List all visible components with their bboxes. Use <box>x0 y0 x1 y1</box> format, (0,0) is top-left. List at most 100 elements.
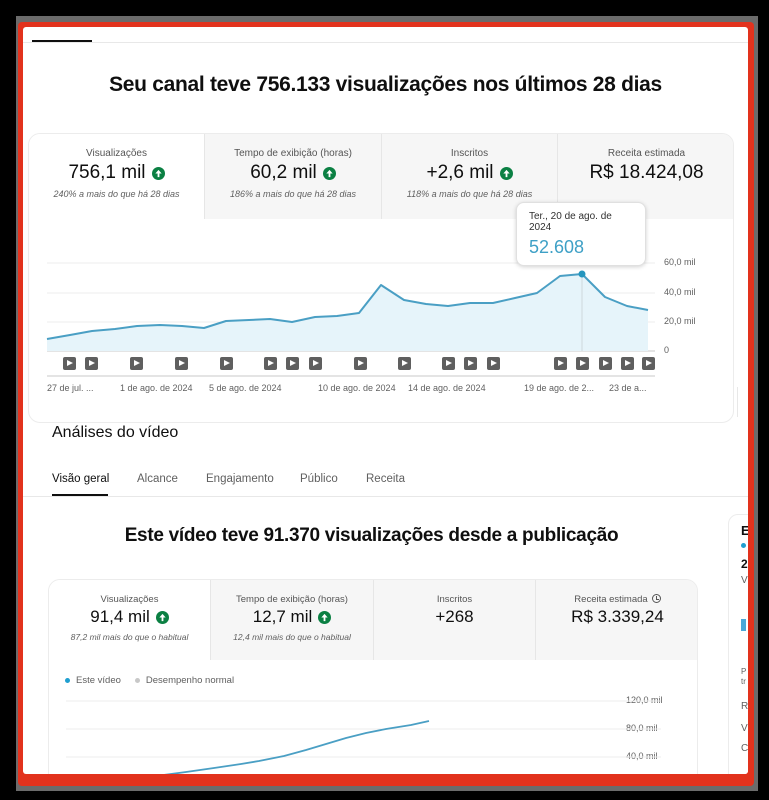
y-tick-40k: 40,0 mil <box>626 751 658 761</box>
tab-revenue[interactable]: Receita <box>366 473 405 485</box>
video-analytics-title: Análises do vídeo <box>52 424 179 441</box>
video-marker-play-icon[interactable] <box>63 357 76 370</box>
legend-dot-icon <box>134 678 140 683</box>
y-tick-20k: 20,0 mil <box>664 316 696 326</box>
side-card-title: E <box>741 523 748 538</box>
x-tick: 14 de ago. de 2024 <box>408 383 486 393</box>
metric-comparison: 12,4 mil mais do que o habitual <box>233 632 351 642</box>
video-marker-play-icon[interactable] <box>286 357 299 370</box>
x-tick: 5 de ago. de 2024 <box>209 383 282 393</box>
trend-up-icon <box>322 166 336 180</box>
video-marker-play-icon[interactable] <box>130 357 143 370</box>
y-tick-80k: 80,0 mil <box>626 723 658 733</box>
legend-item-typical-performance[interactable]: Desempenho normal <box>134 675 235 686</box>
metric-tab-watch-time[interactable]: Tempo de exibição (horas) 60,2 mil 186% … <box>205 134 382 219</box>
x-tick: 19 de ago. de 2... <box>524 383 595 393</box>
side-card-text: C <box>741 743 748 754</box>
video-marker-play-icon[interactable] <box>398 357 411 370</box>
video-marker-play-icon[interactable] <box>599 357 612 370</box>
y-tick-0: 0 <box>664 345 670 355</box>
metric-label: Inscritos <box>450 148 489 159</box>
tooltip-value: 52.608 <box>529 237 585 257</box>
side-legend-dot-icon <box>741 543 746 548</box>
video-marker-play-icon[interactable] <box>487 357 500 370</box>
legend-dot-icon <box>65 678 70 683</box>
chart-tooltip: Ter., 20 de ago. de 2024 52.608 <box>516 202 646 266</box>
active-tab-indicator <box>52 494 108 496</box>
video-marker-play-icon[interactable] <box>220 357 233 370</box>
channel-views-chart[interactable] <box>23 27 748 774</box>
metric-label: Tempo de exibição (horas) <box>234 148 352 159</box>
video-marker-play-icon[interactable] <box>576 357 589 370</box>
metric-value: 60,2 mil <box>250 162 317 183</box>
tabs-divider <box>23 496 748 497</box>
legend-label: Desempenho normal <box>145 675 235 686</box>
video-marker-play-icon[interactable] <box>442 357 455 370</box>
metric-comparison: 240% a mais do que há 28 dias <box>53 189 180 199</box>
metric-label: Receita estimada <box>607 148 686 159</box>
x-tick: 23 de a... <box>609 383 647 393</box>
side-card-text: V <box>741 723 748 734</box>
tab-overview[interactable]: Visão geral <box>52 473 110 485</box>
chart-legend: Este vídeo Desempenho normal <box>65 675 234 686</box>
metric-value: +2,6 mil <box>426 162 494 183</box>
tab-audience[interactable]: Público <box>300 473 338 485</box>
metric-label: Tempo de exibição (horas) <box>236 594 348 605</box>
y-tick-60k: 60,0 mil <box>664 257 696 267</box>
this-video-line <box>164 720 430 774</box>
trend-up-icon <box>499 166 513 180</box>
trend-up-icon <box>151 166 165 180</box>
metric-label: Receita estimada <box>574 594 648 605</box>
legend-item-this-video[interactable]: Este vídeo <box>65 675 121 686</box>
tab-engagement[interactable]: Engajamento <box>206 473 274 485</box>
metric-value: 91,4 mil <box>90 607 150 626</box>
side-card-bar <box>741 619 746 631</box>
video-marker-play-icon[interactable] <box>175 357 188 370</box>
side-card-partial: E 2 V P tr R V C <box>728 514 748 774</box>
legend-label: Este vídeo <box>76 675 121 686</box>
video-metric-tab-subscribers[interactable]: Inscritos +268 <box>374 580 536 660</box>
y-tick-120k: 120,0 mil <box>626 695 663 705</box>
video-metric-tab-revenue[interactable]: Receita estimada R$ 3.339,24 <box>536 580 697 660</box>
video-marker-play-icon[interactable] <box>642 357 655 370</box>
video-marker-play-icon[interactable] <box>621 357 634 370</box>
metric-value: 12,7 mil <box>252 607 313 626</box>
metric-label: Inscritos <box>436 594 473 605</box>
video-marker-play-icon[interactable] <box>85 357 98 370</box>
video-overview-card: Visualizações 91,4 mil 87,2 mil mais do … <box>48 579 698 774</box>
metric-tab-views[interactable]: Visualizações 756,1 mil 240% a mais do q… <box>29 134 205 219</box>
chart-line <box>46 273 649 340</box>
metric-tab-revenue[interactable]: Receita estimada R$ 18.424,08 <box>558 134 733 219</box>
hover-marker <box>578 270 586 278</box>
trend-up-icon <box>318 610 332 624</box>
video-headline: Este vídeo teve 91.370 visualizações des… <box>124 525 619 546</box>
metric-label: Visualizações <box>100 594 159 605</box>
video-metric-tab-watch-time[interactable]: Tempo de exibição (horas) 12,7 mil 12,4 … <box>211 580 374 660</box>
metric-comparison: 87,2 mil mais do que o habitual <box>70 632 189 642</box>
video-views-chart[interactable] <box>49 580 698 774</box>
divider <box>737 387 738 417</box>
video-marker-play-icon[interactable] <box>464 357 477 370</box>
metric-comparison: 186% a mais do que há 28 dias <box>229 189 357 199</box>
video-marker-play-icon[interactable] <box>264 357 277 370</box>
analytics-panel: Seu canal teve 756.133 visualizações nos… <box>23 27 748 774</box>
channel-metric-row: Visualizações 756,1 mil 240% a mais do q… <box>29 134 733 219</box>
x-tick: 1 de ago. de 2024 <box>120 383 193 393</box>
video-metric-tab-views[interactable]: Visualizações 91,4 mil 87,2 mil mais do … <box>49 580 211 660</box>
clock-icon[interactable] <box>651 594 661 603</box>
side-card-text: V <box>741 575 748 586</box>
metric-value: 756,1 mil <box>68 162 146 183</box>
tab-reach[interactable]: Alcance <box>137 473 178 485</box>
video-metric-row: Visualizações 91,4 mil 87,2 mil mais do … <box>49 580 697 660</box>
y-tick-40k: 40,0 mil <box>664 287 696 297</box>
side-card-text: tr <box>741 677 746 686</box>
metric-value: +268 <box>435 607 474 626</box>
side-card-text: P <box>741 667 747 676</box>
metric-value: R$ 3.339,24 <box>571 607 664 626</box>
video-marker-play-icon[interactable] <box>309 357 322 370</box>
video-marker-play-icon[interactable] <box>354 357 367 370</box>
metric-label: Visualizações <box>86 148 147 159</box>
metric-value: R$ 18.424,08 <box>589 162 704 183</box>
chart-area-fill <box>47 274 648 351</box>
video-marker-play-icon[interactable] <box>554 357 567 370</box>
